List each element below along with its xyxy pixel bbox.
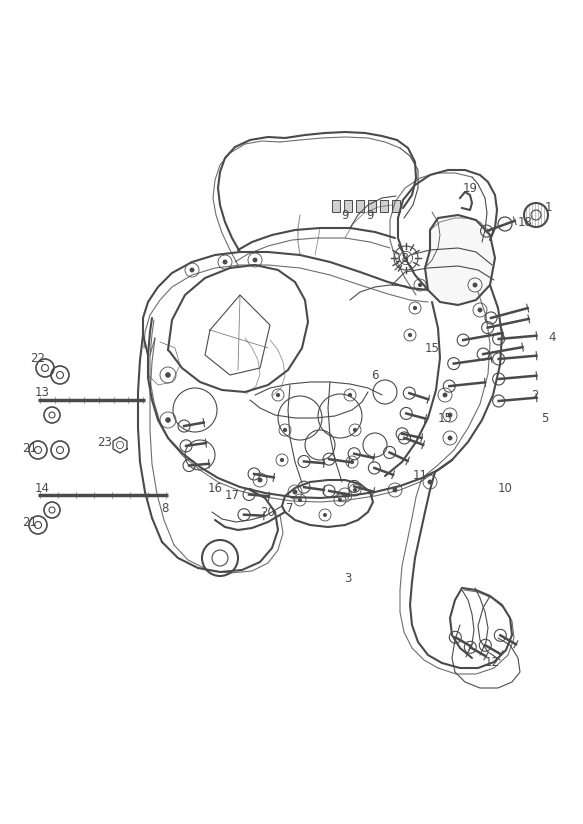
FancyBboxPatch shape xyxy=(344,200,352,212)
Text: 9: 9 xyxy=(341,208,349,222)
Text: 22: 22 xyxy=(30,352,45,364)
Text: 8: 8 xyxy=(161,502,168,514)
Text: 23: 23 xyxy=(97,436,113,448)
Circle shape xyxy=(473,283,477,288)
FancyBboxPatch shape xyxy=(332,200,340,212)
Text: 9: 9 xyxy=(366,208,374,222)
Text: 3: 3 xyxy=(345,572,352,584)
Circle shape xyxy=(276,393,280,397)
Text: 21: 21 xyxy=(23,516,37,528)
Circle shape xyxy=(165,372,171,377)
Circle shape xyxy=(223,260,227,265)
Circle shape xyxy=(252,258,258,263)
FancyBboxPatch shape xyxy=(380,200,388,212)
Text: 18: 18 xyxy=(395,251,409,265)
Circle shape xyxy=(189,268,195,273)
Text: 15: 15 xyxy=(438,411,452,424)
Circle shape xyxy=(392,488,398,493)
Circle shape xyxy=(350,460,354,464)
Text: 11: 11 xyxy=(413,469,427,481)
Circle shape xyxy=(477,307,483,312)
Circle shape xyxy=(418,283,422,287)
Circle shape xyxy=(343,493,347,498)
Circle shape xyxy=(448,413,452,418)
Circle shape xyxy=(280,458,284,462)
Text: 20: 20 xyxy=(261,505,275,518)
Text: 13: 13 xyxy=(34,386,50,399)
Text: 1: 1 xyxy=(545,200,552,213)
Text: 16: 16 xyxy=(208,481,223,494)
Text: 2: 2 xyxy=(531,388,539,401)
Circle shape xyxy=(258,478,262,482)
Text: 6: 6 xyxy=(371,368,379,382)
Circle shape xyxy=(298,498,302,502)
Text: 17: 17 xyxy=(224,489,240,502)
FancyBboxPatch shape xyxy=(368,200,376,212)
Circle shape xyxy=(293,489,297,494)
Text: 21: 21 xyxy=(23,442,37,455)
Circle shape xyxy=(427,480,433,485)
Circle shape xyxy=(442,392,447,397)
Text: 14: 14 xyxy=(34,481,50,494)
FancyBboxPatch shape xyxy=(392,200,400,212)
Circle shape xyxy=(408,333,412,337)
Polygon shape xyxy=(425,215,495,305)
Circle shape xyxy=(448,436,452,441)
Circle shape xyxy=(413,306,417,310)
Circle shape xyxy=(353,488,357,492)
Text: 15: 15 xyxy=(424,341,440,354)
FancyBboxPatch shape xyxy=(356,200,364,212)
Text: 12: 12 xyxy=(484,656,500,668)
Circle shape xyxy=(165,417,171,423)
Text: 7: 7 xyxy=(286,502,294,514)
Circle shape xyxy=(338,498,342,502)
Text: 5: 5 xyxy=(541,411,549,424)
Circle shape xyxy=(353,428,357,432)
Text: 19: 19 xyxy=(462,181,477,194)
Text: 4: 4 xyxy=(548,330,556,344)
Text: 18: 18 xyxy=(518,216,532,228)
Circle shape xyxy=(283,428,287,432)
Circle shape xyxy=(348,393,352,397)
Circle shape xyxy=(323,513,327,517)
Text: 10: 10 xyxy=(497,481,512,494)
